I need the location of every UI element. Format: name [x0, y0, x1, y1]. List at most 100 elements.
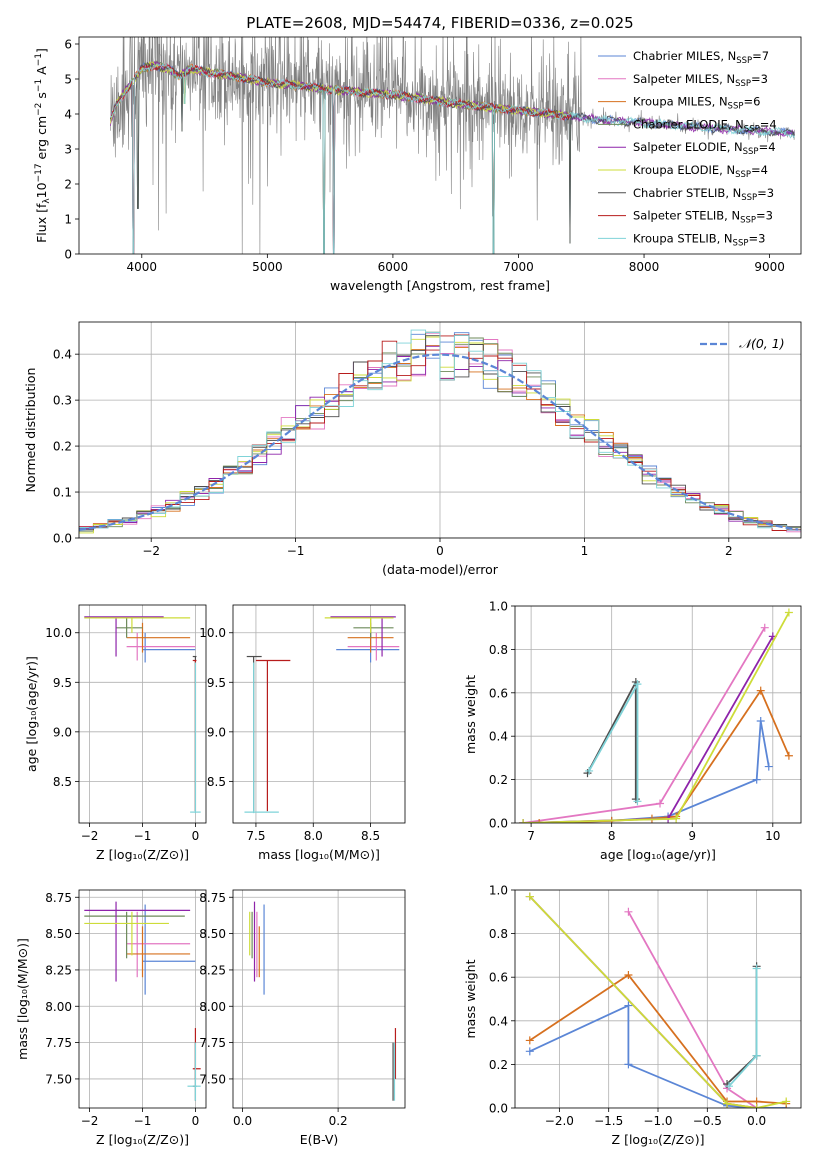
legend-label-suffix: =7: [752, 49, 769, 63]
y-axis-label-part: −1: [34, 79, 44, 92]
y-tick-label: 10.0: [45, 626, 72, 640]
y-tick-label: 7.50: [45, 1072, 72, 1086]
weight-marker: [752, 964, 761, 973]
y-tick-label: 10.0: [199, 626, 226, 640]
y-tick-label: 8.75: [199, 891, 226, 905]
x-tick-label: 8: [608, 829, 616, 843]
y-tick-label: 9.0: [207, 725, 226, 739]
weight-marker: [782, 1097, 791, 1106]
y-tick-label: 0.3: [53, 394, 72, 408]
legend-label: 𝒩(0, 1): [739, 336, 785, 351]
y-tick-label: 8.00: [45, 1000, 72, 1014]
y-tick-label: 9.5: [207, 676, 226, 690]
plot-area: [79, 322, 801, 538]
y-tick-label: 0.8: [489, 643, 508, 657]
legend-label-sub: SSP: [744, 124, 760, 134]
axes-residuals: −2 −1 0 1 2 0.0 0.1 0.2 0.3 0.4 (data-model)/error…: [23, 321, 802, 577]
y-tick-label: 0.1: [53, 486, 72, 500]
legend-label-main: Chabrier ELODIE, N: [633, 117, 744, 131]
weight-marker: [633, 680, 642, 689]
weight-marker: [631, 677, 640, 686]
axes-age_vs_mass: 7.5 8.0 8.5 8.5 9.0 9.5 10.0 mass [log₁₀(M/M⊙)]: [199, 604, 406, 862]
y-tick-label: 8.50: [45, 927, 72, 941]
y-axis-label-part: Flux [f: [34, 203, 49, 243]
legend-label-suffix: =3: [748, 231, 765, 245]
weight-line-kroupa-miles: [539, 688, 790, 823]
y-axis-label-part: A: [34, 66, 49, 79]
x-tick-label: −2: [81, 1114, 99, 1128]
x-tick-label: −1: [134, 829, 152, 843]
x-tick-label: 0: [436, 544, 444, 558]
plot-area: [79, 605, 206, 823]
legend-label: Salpeter STELIB, NSSP=3: [633, 209, 773, 226]
x-tick-label: −1: [134, 1114, 152, 1128]
legend-label-suffix: =4: [760, 117, 777, 131]
legend-label-main: Salpeter ELODIE, N: [633, 140, 743, 154]
weight-marker: [760, 623, 769, 632]
y-axis-label: Flux [fλ10−17 erg cm−2 s−1 A−1]: [34, 48, 52, 243]
y-axis-label-part: erg cm: [34, 116, 49, 164]
y-tick-label: 5: [64, 73, 72, 87]
weight-marker: [656, 799, 665, 808]
weight-marker: [672, 814, 681, 823]
y-tick-label: 0.8: [489, 927, 508, 941]
legend-label-sub: SSP: [741, 193, 757, 203]
y-tick-label: 8.5: [207, 775, 226, 789]
weight-marker: [752, 1051, 761, 1060]
legend-label-suffix: =6: [743, 95, 760, 109]
legend-label: Kroupa ELODIE, NSSP=4: [633, 163, 768, 180]
y-tick-label: 0.4: [489, 1014, 508, 1028]
y-tick-label: 0.6: [489, 971, 508, 985]
legend-label-main: Kroupa MILES, N: [633, 95, 728, 109]
y-axis-label-part: λ: [42, 198, 52, 204]
x-tick-label: 8000: [629, 260, 660, 274]
legend-label-main: Chabrier MILES, N: [633, 49, 736, 63]
legend-label-suffix: =3: [756, 209, 773, 223]
plot-area: [110, 37, 795, 254]
weight-marker: [784, 751, 793, 760]
x-tick-label: 7.5: [246, 829, 265, 843]
x-axis-label: age [log₁₀(age/yr)]: [600, 847, 716, 862]
y-tick-label: 7.75: [45, 1036, 72, 1050]
weight-line-salpeter-miles: [627, 911, 758, 1108]
legend-label-sub: SSP: [743, 147, 759, 157]
y-axis-label-part: −1: [34, 53, 44, 66]
y-tick-label: 1.0: [489, 600, 508, 614]
y-tick-label: 0.4: [53, 348, 72, 362]
legend-label-sub: SSP: [733, 238, 749, 248]
legend-label-sub: SSP: [735, 79, 751, 89]
y-tick-label: 9.0: [53, 725, 72, 739]
legend-label-main: Kroupa STELIB, N: [633, 231, 733, 245]
weight-line-chabrier-stelib: [726, 966, 758, 1085]
weight-marker: [624, 971, 633, 980]
plot-area: [233, 605, 405, 823]
legend-label-main: Kroupa ELODIE, N: [633, 163, 735, 177]
legend-label: Chabrier ELODIE, NSSP=4: [633, 117, 777, 134]
x-tick-label: −2: [142, 544, 160, 558]
legend-label: Salpeter MILES, NSSP=3: [633, 72, 768, 89]
axes-weight_vs_Z: −2.0 −1.5 −1.0 −0.5 0.0 0.0 0.2 0.4 0.6 0.8 1.0 Z […: [463, 884, 802, 1147]
y-tick-label: 8.75: [45, 891, 72, 905]
axes-frame: [514, 605, 802, 824]
y-tick-label: 4: [64, 108, 72, 122]
x-axis-label: E(B-V): [300, 1132, 339, 1147]
gaussian-reference-curve: [79, 353, 799, 531]
x-axis-label: Z [log₁₀(Z/Z⊙)]: [96, 847, 189, 862]
x-tick-label: 9000: [754, 260, 785, 274]
weight-marker: [723, 1099, 732, 1108]
x-tick-label: 1: [581, 544, 589, 558]
y-tick-label: 3: [64, 143, 72, 157]
y-tick-label: 8.00: [199, 1000, 226, 1014]
weight-marker: [725, 1082, 734, 1091]
x-tick-label: 0: [192, 829, 200, 843]
weight-marker: [784, 608, 793, 617]
y-tick-label: 7.50: [199, 1072, 226, 1086]
y-tick-label: 0.0: [489, 1102, 508, 1116]
x-axis-label: Z [log₁₀(Z/Z⊙)]: [612, 1132, 705, 1147]
legend-label-main: Salpeter STELIB, N: [633, 209, 740, 223]
y-tick-label: 7.75: [199, 1036, 226, 1050]
weight-marker: [585, 766, 594, 775]
y-tick-label: 6: [64, 38, 72, 52]
x-tick-label: 7000: [503, 260, 534, 274]
